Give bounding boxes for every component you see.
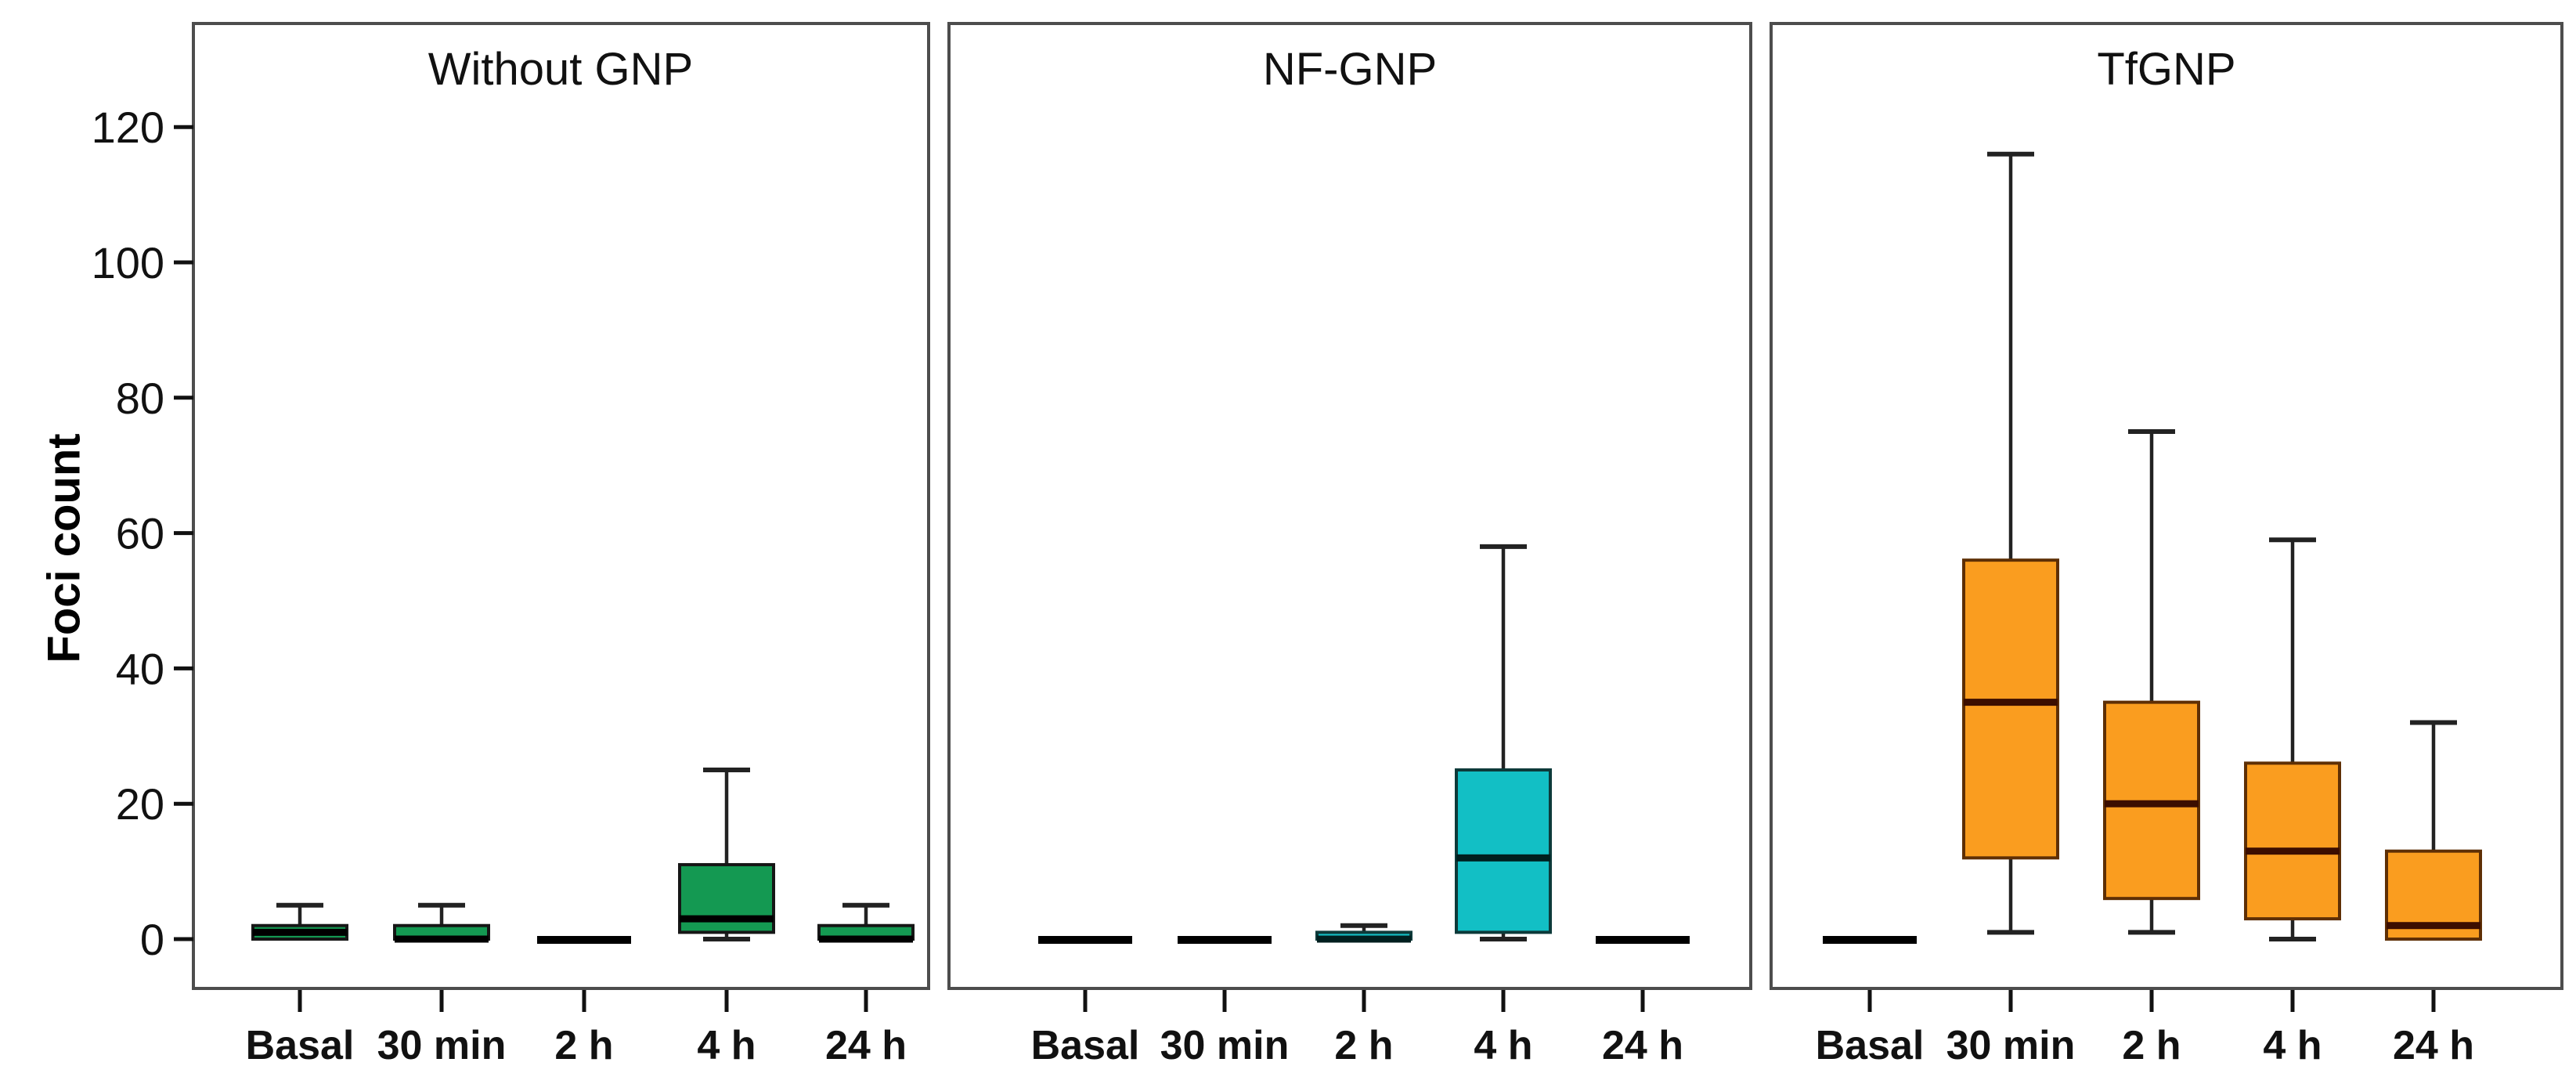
- boxplot-withoutgnp-4h: [678, 768, 775, 941]
- boxplot-tfgnp-2h: [2103, 429, 2200, 935]
- x-tick-label-2h: 2 h: [2122, 1023, 2181, 1068]
- boxplot-tfgnp-24h: [2385, 720, 2482, 941]
- median-line: [680, 915, 774, 923]
- median-line: [1456, 854, 1550, 862]
- x-tick-label-4h: 4 h: [2263, 1023, 2322, 1068]
- zero-line: [1823, 936, 1917, 944]
- panel-frame: [947, 22, 1752, 990]
- panel-withoutgnp: 0 20 40 60 80 100 120 Basal 30 min 2 h 4 h 24 h: [92, 22, 930, 1068]
- panel-tfgnp: Basal 30 min 2 h 4 h 24 h: [1770, 22, 2563, 1068]
- x-tick-label-24h: 24 h: [2393, 1023, 2474, 1068]
- x-tick-label-30min: 30 min: [1160, 1023, 1290, 1068]
- boxplot-tfgnp-30min: [1962, 151, 2059, 935]
- y-tick-label: 40: [116, 644, 164, 693]
- iqr-box: [2244, 761, 2341, 921]
- boxplot-nfgnp-30min: [1178, 936, 1272, 944]
- x-tick-label-4h: 4 h: [1474, 1023, 1532, 1068]
- median-line: [395, 935, 489, 943]
- panel-nfgnp: Basal 30 min 2 h 4 h 24 h: [947, 22, 1752, 1068]
- x-tick-label-basal: Basal: [1816, 1023, 1925, 1068]
- median-line: [819, 935, 913, 943]
- x-tick-label-2h: 2 h: [1334, 1023, 1393, 1068]
- panel-title-tfgnp: TfGNP: [2097, 44, 2236, 95]
- x-tick-label-2h: 2 h: [554, 1023, 613, 1068]
- panel-frame: [192, 22, 930, 990]
- median-line: [1317, 935, 1411, 943]
- iqr-box: [1962, 558, 2059, 860]
- x-tick-label-basal: Basal: [246, 1023, 355, 1068]
- panel-title-nf-gnp: NF-GNP: [1262, 44, 1438, 95]
- boxplot-withoutgnp-2h: [537, 936, 631, 944]
- iqr-box: [1455, 768, 1552, 934]
- panel-title-without-gnp: Without GNP: [428, 44, 694, 95]
- median-line: [2105, 800, 2199, 808]
- x-tick-label-30min: 30 min: [1946, 1023, 2076, 1068]
- zero-line: [1596, 936, 1690, 944]
- y-tick-label: 0: [140, 915, 164, 964]
- boxplot-nfgnp-basal: [1038, 936, 1132, 944]
- y-tick-label: 100: [92, 238, 164, 287]
- median-line: [2387, 922, 2480, 930]
- x-tick-label-basal: Basal: [1031, 1023, 1140, 1068]
- median-line: [253, 928, 347, 936]
- boxplot-withoutgnp-30min: [393, 902, 490, 943]
- y-tick-label: 120: [92, 103, 164, 152]
- zero-line: [1038, 936, 1132, 944]
- boxplot-withoutgnp-24h: [817, 902, 915, 943]
- x-tick-label-24h: 24 h: [1602, 1023, 1683, 1068]
- boxplot-withoutgnp-basal: [251, 902, 348, 941]
- boxplot-nfgnp-4h: [1455, 544, 1552, 941]
- zero-line: [537, 936, 631, 944]
- panel-frame: [1770, 22, 2563, 990]
- boxplot-tfgnp-basal: [1823, 936, 1917, 944]
- zero-line: [1178, 936, 1272, 944]
- y-tick-label: 80: [116, 374, 164, 423]
- boxplot-tfgnp-4h: [2244, 537, 2341, 941]
- y-tick-label: 20: [116, 779, 164, 829]
- x-tick-label-30min: 30 min: [377, 1023, 507, 1068]
- boxplot-nfgnp-2h: [1315, 923, 1412, 943]
- y-tick-label: 60: [116, 509, 164, 558]
- y-axis-label: Foci count: [38, 433, 90, 663]
- median-line: [2246, 847, 2340, 855]
- x-tick-label-4h: 4 h: [697, 1023, 756, 1068]
- boxplot-nfgnp-24h: [1596, 936, 1690, 944]
- x-tick-label-24h: 24 h: [825, 1023, 907, 1068]
- median-line: [1964, 699, 2058, 706]
